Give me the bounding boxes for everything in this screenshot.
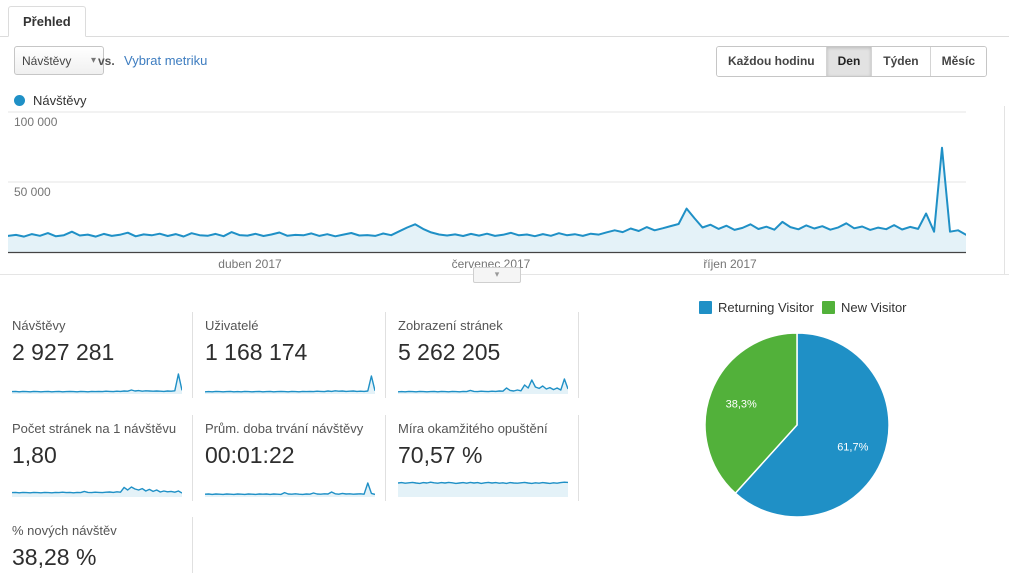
pie-legend-item: New Visitor — [822, 300, 907, 315]
granularity-button[interactable]: Každou hodinu — [716, 47, 826, 76]
pie-legend-label: Returning Visitor — [718, 300, 814, 315]
metric-card-label: Míra okamžitého opuštění — [398, 421, 548, 436]
pie-legend: Returning Visitor New Visitor — [0, 300, 1009, 316]
metric-sparkline — [205, 375, 375, 394]
metric-card-label: Zobrazení stránek — [398, 318, 503, 333]
metric-card[interactable]: Uživatelé 1 168 174 — [193, 312, 386, 398]
metric-card-row-1: Návštěvy 2 927 281 Uživatelé 1 168 174 Zobra… — [0, 312, 579, 398]
metric-card-label: Uživatelé — [205, 318, 259, 333]
pie-legend-label: New Visitor — [841, 300, 907, 315]
granularity-button[interactable]: Týden — [871, 47, 930, 76]
legend-swatch-icon — [699, 301, 712, 314]
chart-collapse-handle[interactable]: ▾ — [473, 267, 521, 283]
metric-selector-dropdown[interactable]: Návštěvy ▾ — [14, 46, 104, 75]
pie-slice[interactable] — [704, 332, 798, 495]
metric-sparkline — [205, 482, 375, 497]
metric-card[interactable]: % nových návštěv 38,28 % — [0, 517, 193, 573]
metric-card-row-2: Počet stránek na 1 návštěvu 1,80 Prům. dob… — [0, 415, 579, 501]
x-tick-april: duben 2017 — [218, 257, 282, 271]
granularity-button[interactable]: Den — [825, 47, 872, 76]
vs-label: vs. — [98, 54, 115, 68]
visitor-type-pie-chart: 61,7% 38,3% — [704, 332, 890, 518]
metric-card-value: 5 262 205 — [398, 339, 501, 365]
y-tick-100000: 100 000 — [14, 115, 58, 129]
pie-legend-item: Returning Visitor — [699, 300, 814, 315]
pie-slice-label: 38,3% — [726, 399, 757, 411]
metric-card-label: Prům. doba trvání návštěvy — [205, 421, 364, 436]
legend-swatch-icon — [822, 301, 835, 314]
chart-legend: Návštěvy — [14, 93, 86, 108]
metric-sparkline — [12, 486, 182, 497]
metric-card-value: 2 927 281 — [12, 339, 115, 365]
metric-card-value: 70,57 % — [398, 442, 483, 468]
caret-down-icon: ▾ — [90, 55, 96, 66]
metric-card[interactable]: Míra okamžitého opuštění 70,57 % — [386, 415, 579, 501]
pie-slice[interactable] — [734, 332, 890, 518]
metric-card-label: % nových návštěv — [12, 523, 117, 538]
metric-selector-label: Návštěvy — [22, 53, 72, 68]
metric-sparkline — [398, 378, 568, 394]
chart-right-edge — [1004, 106, 1005, 274]
metric-card[interactable]: Zobrazení stránek 5 262 205 — [386, 312, 579, 398]
pie-slice-label: 61,7% — [837, 442, 868, 454]
metric-card[interactable]: Prům. doba trvání návštěvy 00:01:22 — [193, 415, 386, 501]
metric-card-value: 1,80 — [12, 442, 57, 468]
x-tick-october: říjen 2017 — [703, 257, 757, 271]
metric-card-row-3: % nových návštěv 38,28 % — [0, 517, 193, 573]
metric-card-value: 00:01:22 — [205, 442, 295, 468]
tab-bar: Přehled — [0, 6, 1009, 37]
granularity-group: Každou hodinu Den Týden Měsíc — [715, 46, 987, 77]
metric-sparkline — [12, 373, 182, 394]
tab-overview[interactable]: Přehled — [8, 6, 86, 37]
metric-sparkline — [398, 481, 568, 497]
select-metric-link[interactable]: Vybrat metriku — [124, 53, 208, 68]
metric-card-label: Počet stránek na 1 návštěvu — [12, 421, 177, 436]
series-dot-icon — [14, 95, 25, 106]
visits-line-chart[interactable] — [8, 106, 966, 256]
chevron-down-icon: ▾ — [494, 269, 500, 279]
y-tick-50000: 50 000 — [14, 185, 51, 199]
metric-card-value: 1 168 174 — [205, 339, 308, 365]
series-legend-label: Návštěvy — [33, 93, 87, 108]
metric-card[interactable]: Počet stránek na 1 návštěvu 1,80 — [0, 415, 193, 501]
metric-card-value: 38,28 % — [12, 544, 97, 570]
metric-card[interactable]: Návštěvy 2 927 281 — [0, 312, 193, 398]
metric-card-label: Návštěvy — [12, 318, 66, 333]
granularity-button[interactable]: Měsíc — [929, 47, 986, 76]
